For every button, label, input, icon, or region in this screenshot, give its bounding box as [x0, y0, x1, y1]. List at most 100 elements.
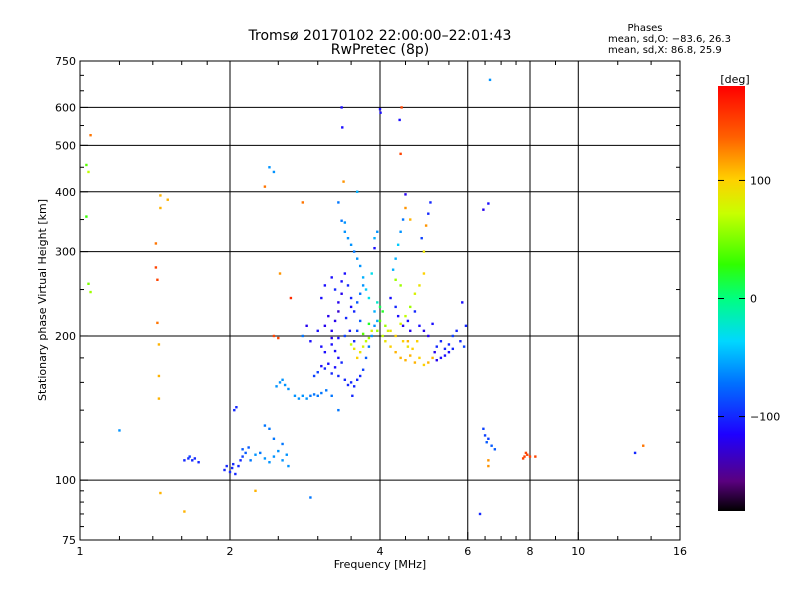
data-point: [337, 336, 340, 340]
data-point: [482, 427, 485, 431]
data-point: [378, 319, 382, 323]
data-point: [358, 350, 362, 354]
data-point: [433, 350, 436, 354]
data-point: [394, 278, 397, 281]
data-point: [87, 170, 90, 174]
data-point: [358, 319, 362, 323]
data-point: [642, 444, 645, 447]
data-point: [305, 324, 308, 328]
data-point: [435, 359, 438, 362]
colorbar-tick-label: −100: [750, 411, 780, 424]
data-point: [352, 347, 356, 351]
data-point: [373, 246, 376, 250]
data-point: [399, 356, 402, 360]
data-point: [278, 272, 282, 275]
data-point: [187, 457, 190, 460]
y-tick-label: 300: [55, 246, 76, 259]
data-point: [367, 322, 371, 326]
data-point: [312, 374, 316, 378]
data-point: [341, 126, 344, 129]
data-point: [367, 345, 371, 348]
data-point: [394, 350, 397, 354]
data-point: [118, 429, 121, 432]
data-point: [485, 441, 488, 444]
data-point: [398, 118, 401, 122]
data-point: [534, 455, 537, 458]
data-point: [340, 219, 343, 222]
data-point: [427, 361, 430, 364]
y-tick-label: 100: [55, 474, 76, 487]
plot-frame: [79, 60, 681, 541]
data-point: [305, 397, 308, 400]
data-point: [488, 78, 492, 82]
data-point: [370, 334, 373, 338]
data-point: [268, 461, 271, 464]
data-point: [364, 288, 368, 291]
data-point: [443, 347, 447, 351]
data-point: [159, 206, 162, 210]
data-point: [389, 296, 392, 300]
data-point: [293, 394, 297, 398]
data-point: [422, 329, 426, 333]
data-point: [320, 296, 323, 300]
data-point: [344, 316, 348, 320]
data-point: [323, 284, 327, 287]
data-point: [268, 427, 271, 431]
data-point: [309, 394, 312, 398]
data-point: [399, 322, 402, 326]
data-point: [413, 361, 417, 364]
data-point: [355, 329, 359, 333]
data-point: [490, 444, 493, 447]
data-point: [349, 305, 353, 309]
data-point: [157, 343, 161, 346]
data-point: [409, 305, 412, 309]
data-point: [361, 345, 365, 348]
colorbar: [deg] 100 0 −100: [718, 73, 780, 511]
colorbar-tick-label: 0: [750, 293, 757, 306]
data-point: [333, 319, 337, 323]
data-points: [85, 78, 645, 516]
data-point: [277, 449, 280, 453]
colorbar-label: [deg]: [720, 73, 749, 86]
data-point: [349, 243, 353, 246]
data-point: [370, 272, 373, 275]
data-point: [263, 424, 267, 427]
data-point: [439, 340, 443, 343]
data-point: [373, 236, 376, 240]
y-tick-label: 600: [55, 101, 76, 114]
data-point: [343, 334, 347, 338]
data-point: [429, 201, 432, 204]
data-point: [378, 107, 382, 111]
data-point: [355, 301, 359, 304]
data-point: [263, 457, 267, 460]
data-point: [232, 462, 235, 466]
data-point: [396, 243, 400, 246]
data-point: [351, 394, 354, 398]
data-point: [381, 310, 384, 313]
data-point: [355, 356, 359, 360]
data-point: [183, 459, 186, 462]
data-point: [323, 324, 327, 328]
data-point: [85, 215, 88, 218]
data-point: [197, 461, 200, 464]
data-point: [384, 324, 387, 328]
data-point: [157, 374, 161, 378]
data-point: [337, 408, 340, 412]
data-point: [411, 347, 414, 351]
data-point: [316, 371, 319, 374]
data-point: [301, 334, 305, 338]
data-point: [297, 397, 301, 400]
x-tick-label: 8: [527, 545, 534, 558]
data-point: [320, 364, 323, 368]
data-point: [422, 363, 426, 367]
data-point: [381, 334, 384, 338]
data-point: [235, 406, 238, 409]
data-point: [361, 368, 365, 371]
data-point: [327, 314, 330, 318]
data-point: [301, 201, 305, 204]
data-point: [330, 336, 333, 340]
data-point: [358, 292, 362, 295]
data-point: [526, 453, 529, 456]
data-point: [275, 385, 278, 388]
